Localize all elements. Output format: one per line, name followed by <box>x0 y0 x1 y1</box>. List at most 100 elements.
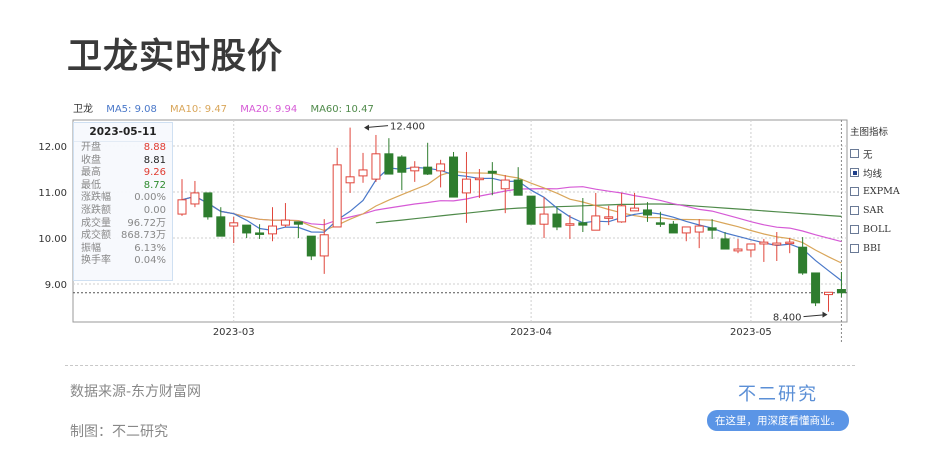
candle <box>578 197 588 233</box>
brand-name: 不二研究 <box>738 384 818 405</box>
candle-body <box>332 164 342 228</box>
indicator-option[interactable]: EXPMA <box>850 182 900 201</box>
tooltip-row: 涨跌幅 0.00% <box>74 192 172 205</box>
tooltip-value: 8.72 <box>143 179 166 191</box>
candle-body <box>242 224 252 234</box>
x-tick-label: 2023-04 <box>510 327 552 338</box>
candle <box>681 226 691 242</box>
candle <box>319 219 329 274</box>
checkbox[interactable] <box>850 225 859 234</box>
candle-body <box>824 291 833 296</box>
candle-body <box>668 223 678 234</box>
candle <box>707 219 717 239</box>
indicator-option[interactable]: BOLL <box>850 220 900 239</box>
candle <box>655 211 665 227</box>
plot-frame <box>72 119 848 323</box>
candle <box>255 224 265 239</box>
candle-body <box>384 153 394 175</box>
tooltip-label: 最高 <box>81 167 101 179</box>
candle <box>552 207 562 231</box>
candle-body <box>449 156 459 198</box>
tooltip-label: 涨跌幅 <box>81 192 111 204</box>
indicator-option-label: SAR <box>863 205 884 216</box>
checkbox[interactable] <box>850 149 859 158</box>
legend-stock-name: 卫龙 <box>73 104 93 115</box>
indicator-option-label: EXPMA <box>863 186 900 197</box>
candle-body <box>642 209 652 216</box>
tooltip-label: 换手率 <box>81 255 111 267</box>
tooltip-value: 96.72万 <box>127 217 166 229</box>
candle <box>642 202 652 222</box>
annotation-label: 12.400 <box>390 122 425 133</box>
tooltip-panel: 2023-05-11 开盘 8.88 收盘 8.81 最高 9.26 最低 8.72 涨跌幅 0.… <box>73 122 173 281</box>
candle <box>371 134 381 182</box>
candle <box>630 192 640 212</box>
candle-body <box>371 153 381 180</box>
indicator-option-label: 均线 <box>863 168 883 180</box>
indicator-option[interactable]: BBI <box>850 239 900 258</box>
checkbox[interactable] <box>850 206 859 215</box>
candle <box>345 127 355 193</box>
candle <box>293 221 303 238</box>
indicator-option-label: BOLL <box>863 224 891 235</box>
candle-body <box>630 207 640 212</box>
candle-body <box>474 177 484 181</box>
ma5-line <box>181 166 842 282</box>
candle <box>358 152 368 183</box>
candle <box>617 192 627 223</box>
candle <box>242 224 252 238</box>
candle-body <box>397 156 407 173</box>
candle-body <box>772 242 782 246</box>
candle-body <box>552 213 562 228</box>
candle-body <box>591 215 601 231</box>
candle-body <box>836 289 846 294</box>
candle <box>332 147 342 228</box>
candle-body <box>410 166 420 172</box>
legend-ma10: MA10: 9.47 <box>170 104 228 115</box>
tooltip-date: 2023-05-11 <box>74 123 172 142</box>
checkbox[interactable] <box>850 168 859 177</box>
candle-body <box>526 195 536 225</box>
candle-body <box>720 238 730 250</box>
candle-body <box>513 179 523 196</box>
candle <box>759 238 769 262</box>
candle-body <box>216 216 226 237</box>
candle <box>694 219 704 249</box>
chart-maker: 制图：不二研究 <box>70 424 168 440</box>
tooltip-row: 涨跌额 0.00 <box>74 205 172 218</box>
checkbox[interactable] <box>850 187 859 196</box>
brand-logo: 不二研究 在这里，用深度看懂商业。 <box>703 380 853 431</box>
indicator-option[interactable]: 均线 <box>850 163 900 182</box>
candle <box>384 138 394 175</box>
tooltip-label: 涨跌额 <box>81 204 111 216</box>
candle-body <box>319 234 329 257</box>
legend-ma5: MA5: 9.08 <box>106 104 157 115</box>
tooltip-row: 收盘 8.81 <box>74 155 172 168</box>
tooltip-row: 开盘 8.88 <box>74 142 172 155</box>
y-tick-label: 10.00 <box>38 234 67 245</box>
candle <box>565 215 575 239</box>
candle-body <box>694 225 704 233</box>
candle-body <box>268 225 278 235</box>
candle-body <box>177 199 187 215</box>
tooltip-label: 收盘 <box>81 154 101 166</box>
candle-body <box>798 246 808 274</box>
candle <box>229 216 239 244</box>
candle <box>216 207 226 237</box>
divider <box>65 365 855 366</box>
candle <box>811 272 821 307</box>
tooltip-label: 开盘 <box>81 142 101 153</box>
candle <box>798 237 808 275</box>
indicator-option[interactable]: SAR <box>850 201 900 220</box>
ma20-line <box>181 186 842 243</box>
checkbox[interactable] <box>850 244 859 253</box>
candle-body <box>707 227 717 231</box>
tooltip-value: 0.04% <box>134 255 166 267</box>
candle-body <box>423 166 433 175</box>
ma60-line <box>375 203 842 224</box>
ma10-line <box>181 170 842 264</box>
x-tick-label: 2023-03 <box>213 327 255 338</box>
tooltip-label: 成交额 <box>81 230 111 242</box>
indicator-option[interactable]: 无 <box>850 144 900 163</box>
